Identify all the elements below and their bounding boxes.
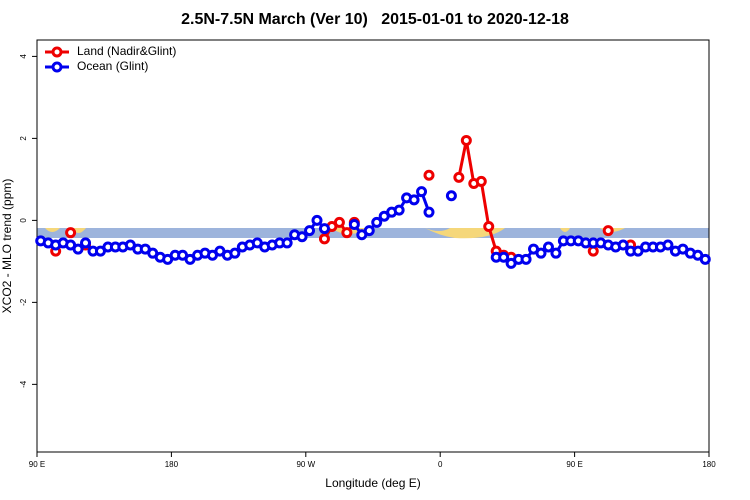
data-point [393,204,405,216]
x-tick-label: 90 W [296,460,315,469]
x-tick-label: 180 [165,460,179,469]
y-axis-label: XCO2 - MLO trend (ppm) [0,179,14,314]
y-tick-label: 4 [19,54,28,59]
x-axis-label: Longitude (deg E) [325,476,420,490]
data-point [229,247,241,259]
data-point [498,251,510,263]
plot-frame [36,39,710,453]
data-point [662,239,674,251]
data-point [318,233,330,245]
data-point [318,223,330,235]
data-point [72,243,84,255]
data-point [333,216,345,228]
data-point [348,218,360,230]
legend-marker [51,61,63,73]
x-tick-label: 90 E [29,460,45,469]
data-point [363,225,375,237]
data-point [453,171,465,183]
data-point [423,206,435,218]
y-tick-label: -2 [19,298,28,306]
data-point [475,175,487,187]
data-point [304,225,316,237]
x-tick-label: 90 E [566,460,582,469]
data-point [408,194,420,206]
data-point [460,134,472,146]
data-point [542,241,554,253]
data-point [296,231,308,243]
data-point [535,247,547,259]
y-tick-label: 2 [19,136,28,141]
data-point [699,253,711,265]
data-point [445,190,457,202]
data-point [617,239,629,251]
data-point [80,237,92,249]
data-point [423,169,435,181]
y-tick-label: 0 [19,218,28,223]
chart-title: 2.5N-7.5N March (Ver 10) 2015-01-01 to 2… [181,11,569,28]
y-tick-label: -4 [19,380,28,388]
land-shape [45,228,625,239]
data-point [65,227,77,239]
data-point [520,253,532,265]
data-point [483,221,495,233]
data-point [281,237,293,249]
data-point [416,186,428,198]
legend-label: Ocean (Glint) [77,59,148,73]
data-point [341,227,353,239]
legend-label: Land (Nadir&Glint) [77,44,176,58]
data-point [550,247,562,259]
x-tick-label: 0 [438,460,443,469]
x-tick-label: 180 [702,460,716,469]
data-point [311,214,323,226]
data-point [602,225,614,237]
data-point [371,216,383,228]
legend-marker [51,46,63,58]
